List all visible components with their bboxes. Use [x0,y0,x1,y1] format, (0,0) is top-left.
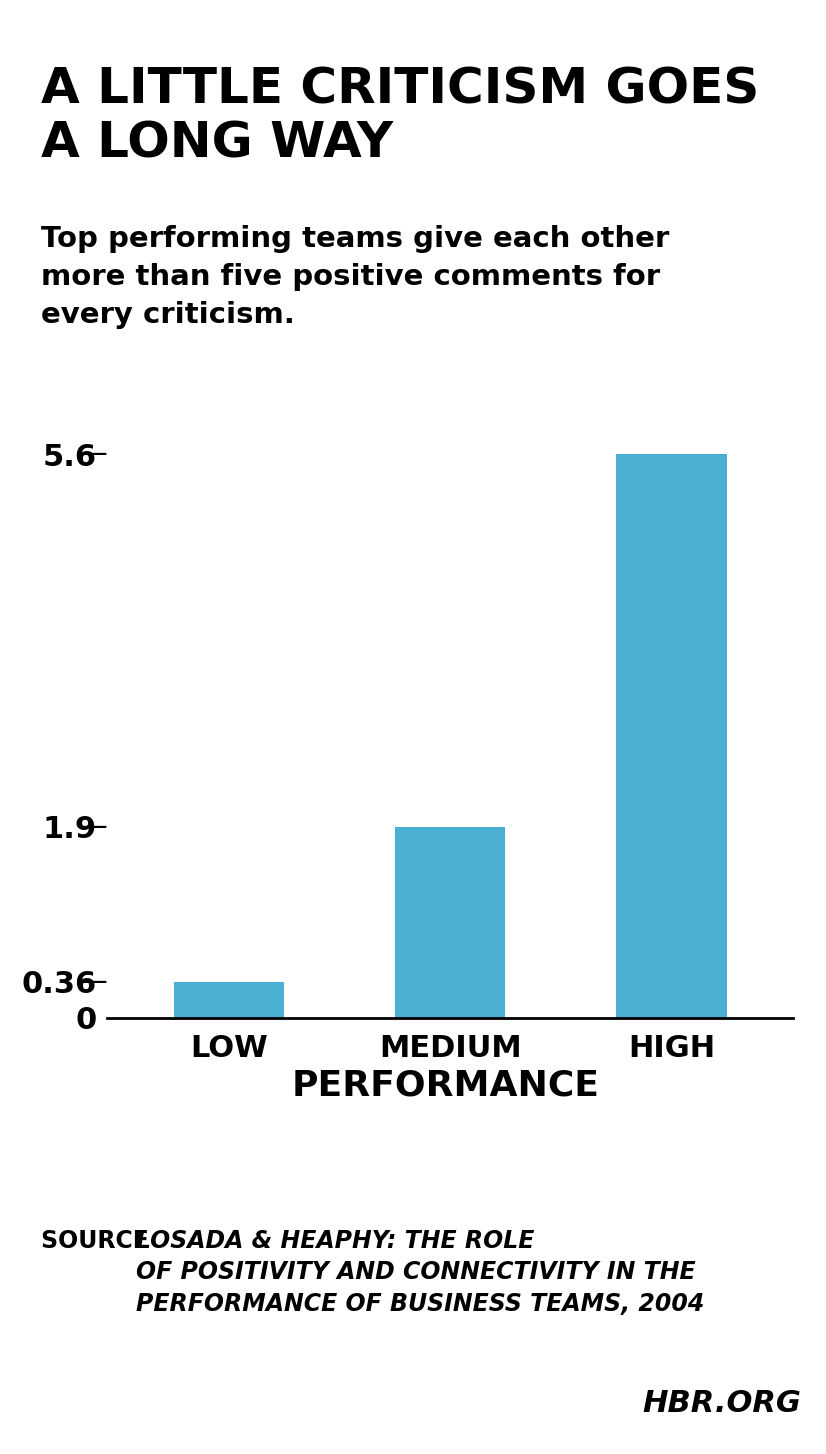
Text: Top performing teams give each other
more than five positive comments for
every : Top performing teams give each other mor… [41,225,670,329]
Bar [616,454,727,1018]
Text: SOURCE: SOURCE [41,1229,158,1253]
Text: —: — [79,967,107,996]
Text: HBR.ORG: HBR.ORG [643,1389,801,1418]
Bar [173,981,284,1018]
Bar [395,826,506,1018]
Text: A LITTLE CRITICISM GOES
A LONG WAY: A LITTLE CRITICISM GOES A LONG WAY [41,65,760,167]
Text: —: — [79,441,107,468]
Text: —: — [79,813,107,840]
Text: LOSADA & HEAPHY: THE ROLE
OF POSITIVITY AND CONNECTIVITY IN THE
PERFORMANCE OF B: LOSADA & HEAPHY: THE ROLE OF POSITIVITY … [136,1229,705,1316]
Text: PERFORMANCE: PERFORMANCE [292,1069,600,1102]
